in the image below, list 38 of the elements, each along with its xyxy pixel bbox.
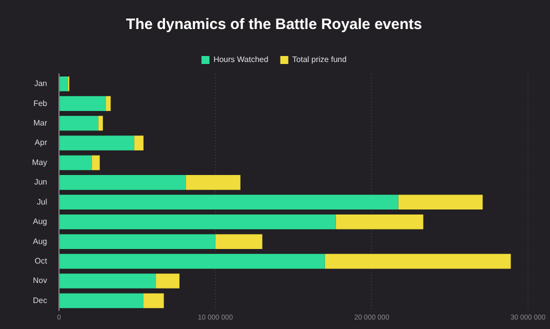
bar (60, 214, 336, 230)
y-tick-label: Mar (33, 118, 48, 128)
legend-label: Total prize fund (292, 55, 347, 64)
y-tick-label: Jul (36, 197, 48, 206)
bar (156, 274, 180, 288)
y-tick-label: Aug (32, 217, 48, 226)
bar (144, 293, 164, 308)
bar (215, 234, 262, 249)
bar (60, 175, 186, 190)
bar (336, 214, 424, 230)
y-tick-label: Jan (34, 79, 48, 88)
bar (60, 194, 398, 210)
y-tick-label: Nov (32, 276, 48, 286)
y-tick-label: Apr (34, 138, 48, 148)
bar (324, 254, 511, 269)
bar (60, 116, 98, 131)
bar (60, 155, 92, 170)
bar (398, 194, 483, 210)
bar (60, 274, 156, 288)
bar (92, 155, 100, 170)
y-tick-label: Oct (34, 256, 48, 266)
bar (134, 136, 144, 150)
bar (186, 175, 240, 190)
bar (60, 234, 216, 249)
bar (60, 254, 325, 269)
bar (60, 96, 106, 111)
bar (60, 136, 134, 150)
bar (98, 116, 103, 131)
y-tick-label: Aug (32, 236, 48, 246)
y-tick-label: Dec (32, 296, 48, 305)
bar (60, 76, 68, 92)
y-tick-label: Jun (34, 178, 48, 187)
y-tick-label: Feb (33, 98, 48, 108)
bar (60, 293, 144, 308)
chart-title: The dynamics of the Battle Royale events (126, 16, 422, 34)
bar (106, 96, 111, 111)
legend-label: Hours Watched (213, 55, 268, 64)
y-tick-label: May (32, 158, 48, 167)
